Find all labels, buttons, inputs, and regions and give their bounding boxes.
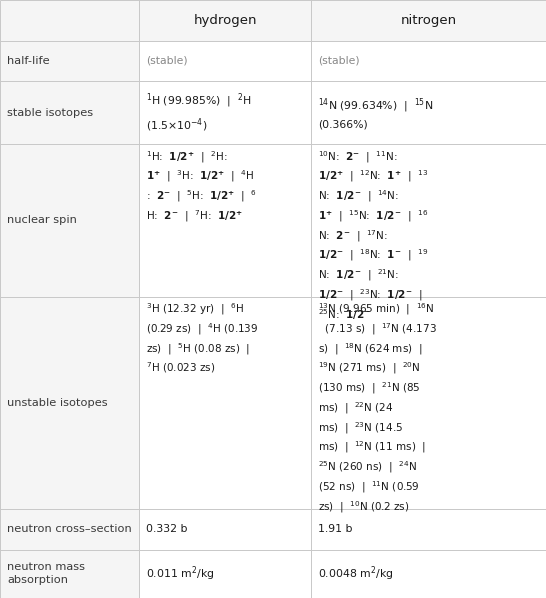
Text: $^{1}$H (99.985%)  |  $^{2}$H
(1.5×10$^{-4}$): $^{1}$H (99.985%) | $^{2}$H (1.5×10$^{-4… [146,91,252,134]
Bar [311,81,546,144]
Text: 0.0048 m$^{2}$/kg: 0.0048 m$^{2}$/kg [318,565,394,583]
Bar [139,509,311,550]
Text: neutron mass
absorption: neutron mass absorption [7,562,85,585]
Bar [0,41,139,81]
Bar [311,297,546,509]
Text: 0.011 m$^{2}$/kg: 0.011 m$^{2}$/kg [146,565,215,583]
Bar [139,0,311,41]
Text: neutron cross–section: neutron cross–section [7,524,132,534]
Text: (stable): (stable) [146,56,188,66]
Bar [311,144,546,297]
Bar [311,0,546,41]
Bar [139,81,311,144]
Bar [0,81,139,144]
Text: $^{10}$N:  $\mathbf{2^{-}}$  |  $^{11}$N:
$\mathbf{1/2^{+}}$  |  $^{12}$N:  $\ma: $^{10}$N: $\mathbf{2^{-}}$ | $^{11}$N: $… [318,149,429,322]
Bar [311,509,546,550]
Bar [139,144,311,297]
Text: half-life: half-life [7,56,50,66]
Text: $^{13}$N (9.965 min)  |  $^{16}$N
  (7.13 s)  |  $^{17}$N (4.173
s)  |  $^{18}$N: $^{13}$N (9.965 min) | $^{16}$N (7.13 s)… [318,301,437,515]
Bar [139,41,311,81]
Text: stable isotopes: stable isotopes [7,108,93,118]
Text: 1.91 b: 1.91 b [318,524,353,534]
Text: nuclear spin: nuclear spin [7,215,77,225]
Bar [0,509,139,550]
Text: $^{3}$H (12.32 yr)  |  $^{6}$H
(0.29 zs)  |  $^{4}$H (0.139
zs)  |  $^{5}$H (0.0: $^{3}$H (12.32 yr) | $^{6}$H (0.29 zs) |… [146,301,259,376]
Text: unstable isotopes: unstable isotopes [7,398,108,408]
Bar [311,41,546,81]
Text: nitrogen: nitrogen [401,14,456,27]
Bar [0,0,139,41]
Bar [139,550,311,598]
Bar [0,550,139,598]
Text: 0.332 b: 0.332 b [146,524,188,534]
Bar [0,144,139,297]
Bar [311,550,546,598]
Bar [139,297,311,509]
Text: $^{1}$H:  $\mathbf{1/2^{+}}$  |  $^{2}$H:
$\mathbf{1^{+}}$  |  $^{3}$H:  $\mathb: $^{1}$H: $\mathbf{1/2^{+}}$ | $^{2}$H: $… [146,149,257,224]
Text: hydrogen: hydrogen [193,14,257,27]
Bar [0,297,139,509]
Text: (stable): (stable) [318,56,360,66]
Text: $^{14}$N (99.634%)  |  $^{15}$N
(0.366%): $^{14}$N (99.634%) | $^{15}$N (0.366%) [318,96,434,129]
